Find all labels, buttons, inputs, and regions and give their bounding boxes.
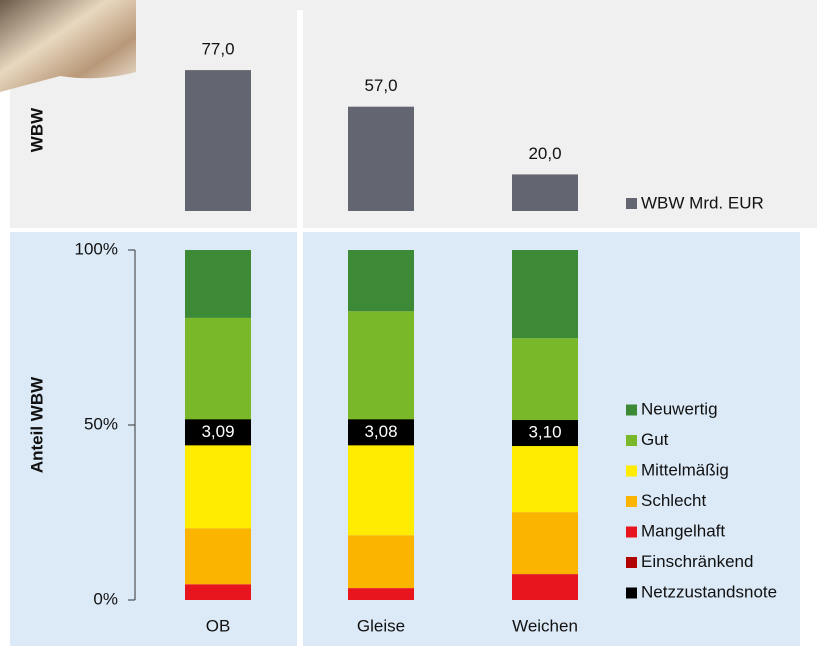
legend-swatch xyxy=(626,587,637,599)
legend-swatch xyxy=(626,526,637,538)
bar xyxy=(348,106,414,211)
y-axis-title: Anteil WBW xyxy=(27,376,46,473)
y-axis-title: WBW xyxy=(27,107,46,152)
legend-swatch xyxy=(626,496,637,507)
legend-label: Mittelmäßig xyxy=(641,460,729,479)
x-tick-label: Weichen xyxy=(512,616,578,635)
bar-segment xyxy=(512,433,578,513)
bar-segment xyxy=(185,528,251,585)
legend-label: Netzzustandsnote xyxy=(641,582,777,601)
bar-segment xyxy=(348,311,414,433)
bar xyxy=(512,174,578,211)
value-label: 57,0 xyxy=(364,76,397,95)
legend-swatch xyxy=(626,465,637,477)
bar-segment xyxy=(348,432,414,536)
bar-segment xyxy=(512,512,578,575)
legend-label: Mangelhaft xyxy=(641,521,725,540)
score-label: 3,10 xyxy=(528,423,561,442)
bar-segment xyxy=(348,250,414,312)
score-box xyxy=(185,419,251,446)
score-label: 3,09 xyxy=(201,422,234,441)
score-label: 3,08 xyxy=(364,422,397,441)
y-tick-label: 100% xyxy=(75,239,118,258)
legend-label: Gut xyxy=(641,430,669,449)
bar-segment xyxy=(512,250,578,339)
legend-label: Schlecht xyxy=(641,491,706,510)
bar-segment xyxy=(185,317,251,433)
legend-label: Neuwertig xyxy=(641,399,718,418)
legend-label: WBW Mrd. EUR xyxy=(641,193,764,212)
score-box xyxy=(512,420,578,447)
bar-segment xyxy=(348,588,414,600)
bar-segment xyxy=(185,250,251,318)
bar-segment xyxy=(512,574,578,600)
bar xyxy=(185,70,251,211)
y-tick-label: 0% xyxy=(93,589,118,608)
value-label: 20,0 xyxy=(528,144,561,163)
legend-label: Einschränkend xyxy=(641,552,753,571)
divider xyxy=(297,10,303,648)
legend-swatch xyxy=(626,557,637,568)
bar-segment xyxy=(348,535,414,589)
value-label: 77,0 xyxy=(201,40,234,59)
x-tick-label: OB xyxy=(206,616,231,635)
bar-segment xyxy=(512,338,578,434)
bar-segment xyxy=(185,584,251,600)
score-box xyxy=(348,419,414,446)
legend-swatch xyxy=(626,404,637,416)
x-tick-label: Gleise xyxy=(357,616,405,635)
photo xyxy=(0,0,136,92)
legend-swatch xyxy=(626,435,637,446)
legend-swatch xyxy=(626,198,637,209)
y-tick-label: 50% xyxy=(84,414,118,433)
bar-segment xyxy=(185,432,251,529)
